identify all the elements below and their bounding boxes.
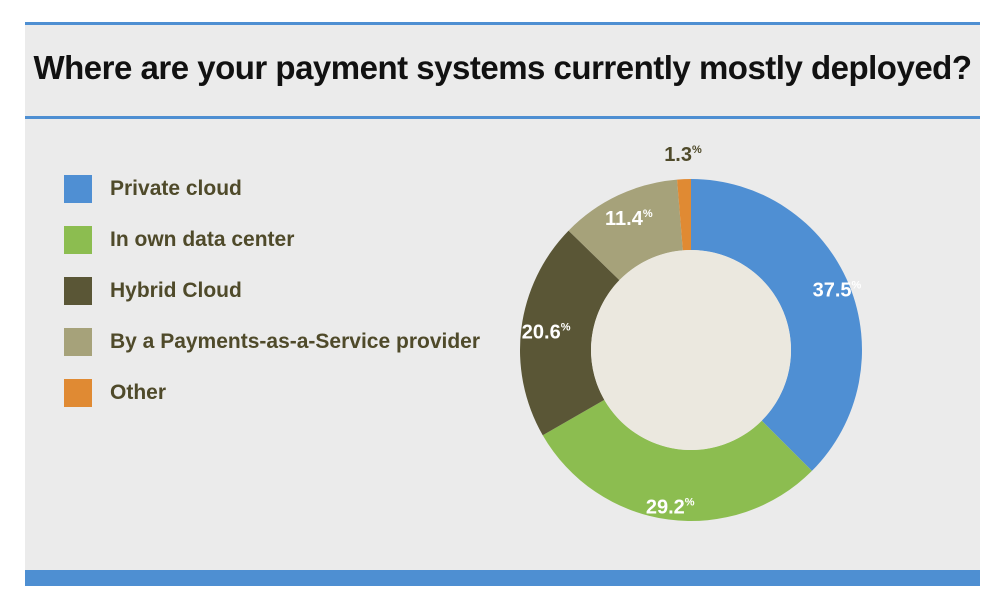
legend-item-private-cloud: Private cloud: [64, 175, 480, 226]
legend-label: By a Payments-as-a-Service provider: [110, 330, 481, 353]
legend-swatch: [64, 328, 92, 356]
data-label-private-cloud: 37.5%: [813, 280, 862, 302]
chart-title: Where are your payment systems currently…: [33, 49, 973, 86]
slice-hybrid-cloud: [519, 230, 620, 436]
data-label-hybrid-cloud: 20.6%: [522, 322, 571, 344]
slice-private-cloud: [691, 179, 862, 471]
legend-label: Hybrid Cloud: [110, 279, 242, 302]
top-rule: [25, 22, 980, 25]
legend-item-paas-provider: By a Payments-as-a-Service provider: [64, 328, 480, 379]
legend-swatch: [64, 226, 92, 254]
data-label-own-data-center: 29.2%: [646, 497, 695, 519]
legend-swatch: [64, 379, 92, 407]
legend-item-own-data-center: In own data center: [64, 226, 480, 277]
legend-label: In own data center: [110, 228, 295, 251]
legend-item-hybrid-cloud: Hybrid Cloud: [64, 277, 480, 328]
data-label-other: 1.3%: [664, 144, 702, 166]
data-label-paas-provider: 11.4%: [605, 208, 653, 230]
bottom-bar: [25, 570, 980, 586]
slice-own-data-center: [542, 399, 812, 521]
legend-label: Other: [110, 381, 167, 404]
title-divider: [25, 116, 980, 119]
slice-other: [677, 179, 691, 251]
donut-hole: [591, 250, 791, 450]
legend-label: Private cloud: [110, 177, 242, 200]
legend-swatch: [64, 175, 92, 203]
legend-item-other: Other: [64, 379, 480, 430]
legend-swatch: [64, 277, 92, 305]
legend: Private cloud In own data center Hybrid …: [64, 175, 480, 430]
slice-paas-provider: [568, 179, 683, 281]
